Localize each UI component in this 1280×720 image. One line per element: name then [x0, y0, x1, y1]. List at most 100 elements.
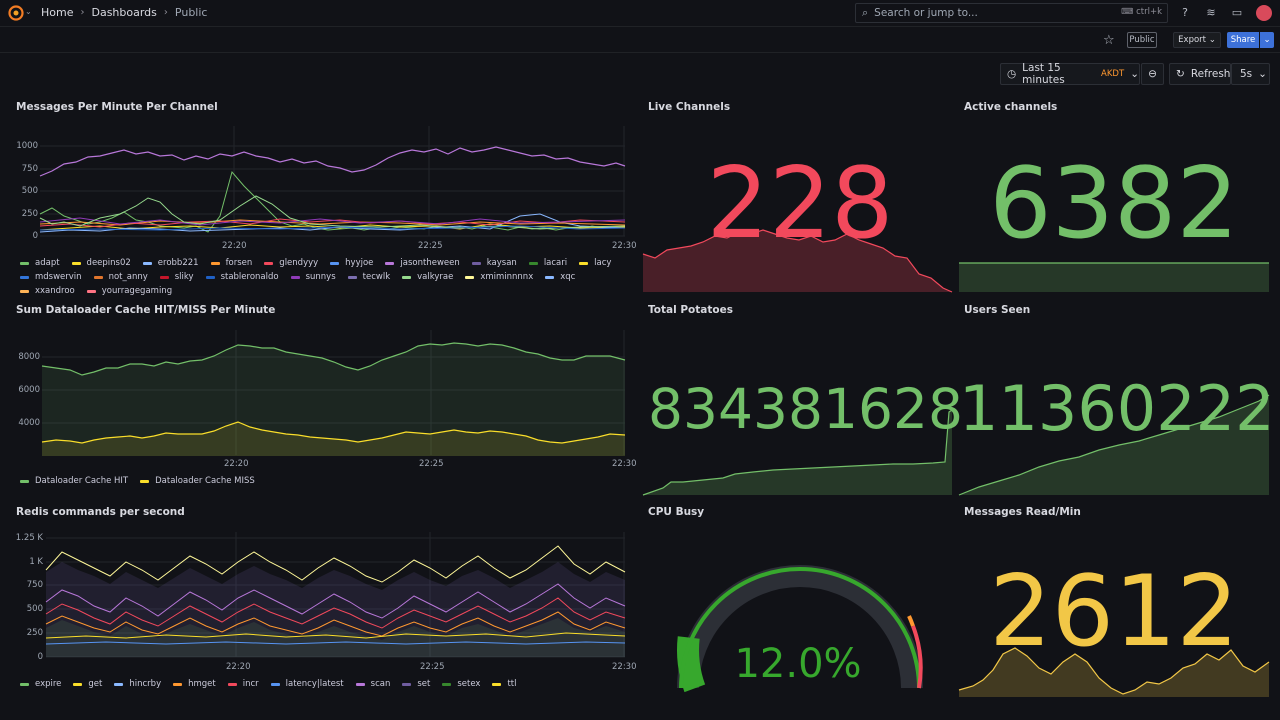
series-jasontheween [39, 146, 626, 177]
export-button[interactable]: Export ⌄ [1173, 32, 1221, 48]
legend-swatch [270, 682, 280, 686]
legend-item[interactable]: xxandroo [20, 286, 75, 296]
legend-item[interactable]: adapt [20, 258, 60, 268]
legend-label: sunnys [305, 272, 336, 282]
panel-cpu-busy: CPU Busy [648, 506, 952, 697]
total-potatoes-sparkline [642, 409, 953, 496]
legend-label: hyyjoe [345, 258, 374, 268]
kiosk-icon[interactable]: ▭ [1231, 6, 1243, 19]
panel-redis-commands: Redis commands per second [16, 506, 626, 696]
legend-swatch [71, 261, 81, 265]
legend-item[interactable]: xmiminnnnx [465, 272, 533, 282]
legend-item[interactable]: scan [355, 679, 390, 689]
x-tick: 22:20 [224, 459, 249, 469]
legend-item[interactable]: set [402, 679, 430, 689]
legend-item[interactable]: mdswervin [20, 272, 82, 282]
legend-label: lacy [594, 258, 612, 268]
panel-title: Active channels [964, 101, 1058, 113]
legend-item[interactable]: Dataloader Cache MISS [140, 476, 255, 486]
legend-label: lacari [543, 258, 568, 268]
legend-swatch [465, 275, 475, 279]
legend-item[interactable]: hyyjoe [330, 258, 373, 268]
star-icon[interactable]: ☆ [1103, 33, 1115, 48]
y-tick: 8000 [18, 352, 40, 362]
panel-title: Live Channels [648, 101, 731, 113]
x-tick: 22:30 [612, 459, 637, 469]
legend-item[interactable]: tecwlk [347, 272, 390, 282]
legend-label: Dataloader Cache HIT [35, 476, 129, 486]
avatar[interactable] [1256, 5, 1272, 21]
chevron-down-icon: ⌄ [1130, 68, 1139, 80]
x-tick: 22:25 [420, 662, 445, 672]
legend-item[interactable]: lacy [579, 258, 611, 268]
legend-item[interactable]: hincrby [114, 679, 161, 689]
stat-value: 2612 [989, 555, 1239, 669]
legend-swatch [86, 289, 96, 293]
refresh-icon: ↻ [1176, 68, 1185, 80]
legend-item[interactable]: deepins02 [71, 258, 131, 268]
legend-swatch [227, 682, 237, 686]
legend-item[interactable]: lacari [528, 258, 568, 268]
legend-swatch [579, 261, 589, 265]
stat-value: 834381628 [648, 377, 963, 441]
legend-label: hmget [188, 679, 216, 689]
legend-label: get [88, 679, 103, 689]
stat-value: 11360222 [959, 372, 1275, 445]
legend-item[interactable]: glendyyy [264, 258, 318, 268]
legend-item[interactable]: valkyrae [402, 272, 453, 282]
chevron-down-icon[interactable]: ⌄ [25, 7, 32, 16]
refresh-button[interactable]: ↻ Refresh [1169, 63, 1231, 85]
x-tick: 22:25 [419, 459, 444, 469]
y-tick: 500 [21, 186, 38, 196]
share-dropdown-button[interactable]: ⌄ [1260, 32, 1274, 48]
breadcrumb-home[interactable]: Home [41, 6, 74, 19]
refresh-interval-picker[interactable]: 5s ⌄ [1231, 63, 1270, 85]
time-range-picker[interactable]: ◷ Last 15 minutes AKDT ⌄ [1000, 62, 1140, 86]
x-tick: 22:30 [612, 241, 637, 251]
news-feed-icon[interactable]: ≋ [1206, 6, 1216, 19]
legend-item[interactable]: yourragegaming [86, 286, 172, 296]
series-xqc [39, 225, 626, 231]
legend-item[interactable]: expire [20, 679, 61, 689]
legend-item[interactable]: sunnys [290, 272, 336, 282]
share-button[interactable]: Share [1227, 32, 1259, 48]
legend-label: expire [35, 679, 62, 689]
help-icon[interactable]: ? [1182, 6, 1188, 19]
legend-swatch [173, 682, 183, 686]
legend-item[interactable]: incr [227, 679, 259, 689]
grafana-logo-icon[interactable] [8, 5, 24, 21]
legend-swatch [159, 275, 169, 279]
legend-swatch [492, 682, 502, 686]
legend-item[interactable]: get [73, 679, 102, 689]
chevron-right-icon: › [163, 7, 168, 18]
legend-label: forsen [225, 258, 253, 268]
legend-item[interactable]: sliky [159, 272, 194, 282]
legend-item[interactable]: ttl [492, 679, 516, 689]
y-tick: 1 K [29, 557, 43, 567]
zoom-out-button[interactable]: ⊖ [1141, 63, 1164, 85]
legend-label: deepins02 [86, 258, 131, 268]
legend-swatch [545, 275, 555, 279]
legend-item[interactable]: Dataloader Cache HIT [20, 476, 128, 486]
legend-item[interactable]: kaysan [471, 258, 517, 268]
legend-label: set [417, 679, 431, 689]
legend-item[interactable]: setex [442, 679, 480, 689]
legend-item[interactable]: hmget [173, 679, 216, 689]
legend-item[interactable]: stableronaldo [205, 272, 279, 282]
legend-item[interactable]: jasontheween [385, 258, 460, 268]
legend-item[interactable]: not_anny [93, 272, 148, 282]
breadcrumb-current: Public [174, 6, 208, 19]
legend-item[interactable]: forsen [210, 258, 253, 268]
search-input[interactable]: ⌕ Search or jump to... ⌨ ctrl+k [855, 3, 1168, 23]
legend-item[interactable]: erobb221 [142, 258, 199, 268]
active-channels-sparkline [959, 262, 1269, 292]
legend-item[interactable]: latency|latest [270, 679, 344, 689]
y-tick: 0 [32, 231, 38, 241]
panel-title: Messages Per Minute Per Channel [16, 101, 218, 113]
breadcrumb-dashboards[interactable]: Dashboards [91, 6, 157, 19]
x-tick: 22:20 [226, 662, 251, 672]
legend-item[interactable]: xqc [545, 272, 575, 282]
messages-read-sparkline [958, 647, 1270, 697]
legend-swatch [402, 682, 412, 686]
timezone-label: AKDT [1101, 69, 1125, 79]
